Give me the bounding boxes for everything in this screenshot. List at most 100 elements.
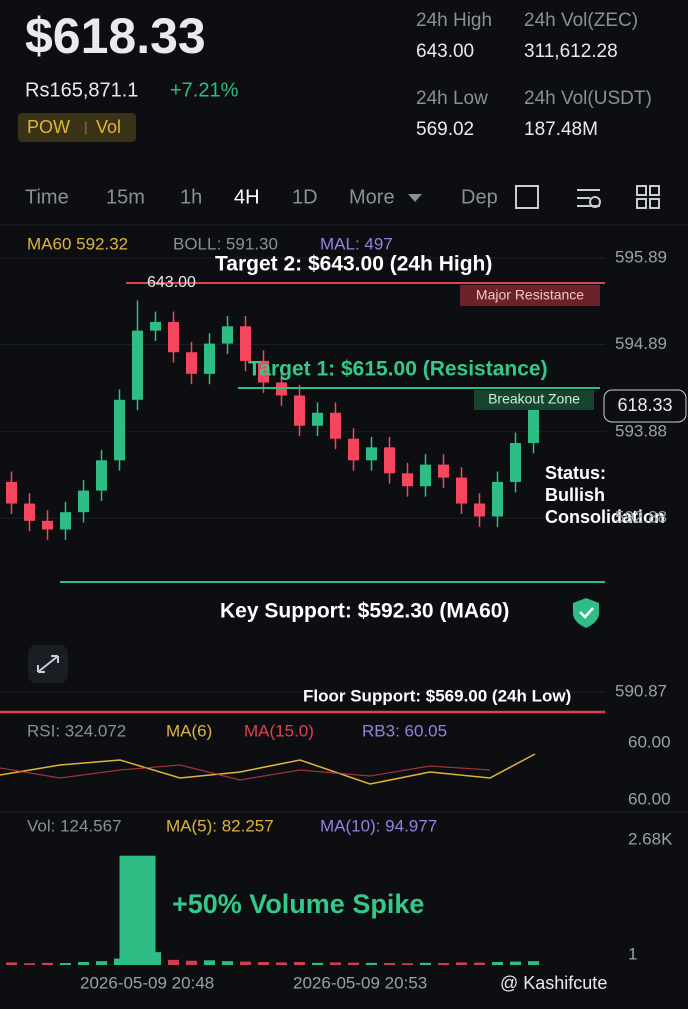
- candle-body: [294, 395, 305, 426]
- candle-body: [420, 464, 431, 487]
- volume-bar: [528, 961, 539, 965]
- time-label: 2026-05-09 20:48: [80, 973, 214, 992]
- y-tick-label: 594.89: [615, 334, 667, 353]
- rsi-axis-label: 60.00: [628, 732, 671, 751]
- volume-bar: [204, 960, 215, 965]
- vol-label: MA(5): 82.257: [166, 816, 274, 835]
- tab[interactable]: 15m: [106, 186, 145, 208]
- candle-body: [438, 464, 449, 478]
- candle-body: [312, 412, 323, 426]
- tag: Vol: [96, 117, 121, 137]
- stat-value: 311,612.28: [524, 41, 618, 62]
- indicator-label: MAL: 497: [320, 234, 393, 253]
- fiat-price: Rs165,871.1: [25, 79, 138, 101]
- price-change: +7.21%: [170, 79, 239, 101]
- annotation: Target 2: $643.00 (24h High): [215, 253, 492, 276]
- tag-chip: [18, 113, 136, 142]
- candle-body: [474, 503, 485, 517]
- volume-bar: [312, 962, 323, 965]
- candle-body: [42, 520, 53, 530]
- tab-active[interactable]: 4H: [234, 186, 260, 208]
- candle-body: [384, 447, 395, 474]
- y-tick-label: 2.68K: [628, 830, 673, 849]
- candle-body: [240, 326, 251, 361]
- tab[interactable]: Dep: [461, 186, 498, 208]
- y-tick-label: 595.89: [615, 247, 667, 266]
- annotation: Key Support: $592.30 (MA60): [220, 600, 509, 623]
- volume-bar: [60, 963, 71, 965]
- y-tick-label: 1: [628, 944, 637, 963]
- annotation: Status:: [545, 463, 606, 483]
- candle-body: [402, 473, 413, 487]
- vol-label: Vol: 124.567: [27, 816, 122, 835]
- stat-label: 24h Vol(USDT): [524, 88, 652, 109]
- volume-bar: [78, 962, 89, 965]
- rsi-label: MA(6): [166, 721, 212, 740]
- stat-label: 24h Vol(ZEC): [524, 10, 638, 31]
- icon-chart-settings[interactable]: [515, 185, 539, 209]
- volume-bar: [456, 962, 467, 965]
- volume-bar: [119, 855, 156, 965]
- volume-bar: [42, 962, 53, 965]
- candle-body: [456, 477, 467, 504]
- candle-body: [330, 412, 341, 439]
- volume-bar: [168, 959, 179, 965]
- tag-separator: |: [84, 119, 88, 135]
- candle-body: [258, 360, 269, 383]
- dropdown-caret: [408, 194, 422, 202]
- tab[interactable]: More: [349, 186, 395, 208]
- tag: POW: [27, 117, 70, 137]
- candle-body: [528, 404, 539, 444]
- candle-body: [366, 447, 377, 461]
- volume-bar: [438, 963, 449, 965]
- candle-body: [24, 503, 35, 521]
- volume-bar: [384, 963, 395, 965]
- label-box: [474, 390, 594, 410]
- volume-bar: [492, 962, 503, 965]
- volume-bar: [240, 961, 251, 965]
- volume-bar: [276, 962, 287, 965]
- tab[interactable]: 1D: [292, 186, 318, 208]
- high-marker: 643.00: [147, 274, 196, 291]
- candle-body: [186, 352, 197, 374]
- volume-bar: [258, 962, 269, 965]
- time-label: 2026-05-09 20:53: [293, 973, 427, 992]
- rsi-line-decor: [0, 764, 491, 781]
- check-mark: [579, 607, 594, 619]
- annotation: Target 1: $615.00 (Resistance): [248, 358, 548, 381]
- candle-body: [348, 438, 359, 461]
- icon-expand: [37, 655, 59, 673]
- candle-body: [60, 512, 71, 530]
- annotation: Breakout Zone: [488, 391, 580, 407]
- annotation: Major Resistance: [476, 287, 584, 303]
- stat-label: 24h High: [416, 10, 492, 31]
- candle-body: [96, 460, 107, 491]
- candle-body: [6, 481, 17, 504]
- tab[interactable]: Time: [25, 186, 69, 208]
- candle-body: [150, 321, 161, 331]
- price-tag: [603, 389, 687, 423]
- rsi-label: RB3: 60.05: [362, 721, 447, 740]
- volume-bar: [402, 963, 413, 965]
- candle-body: [492, 481, 503, 517]
- volume-bar: [294, 962, 305, 965]
- candle-body: [168, 321, 179, 353]
- volume-bar: [150, 952, 161, 965]
- volume-bar: [474, 962, 485, 965]
- y-tick-label: 592.88: [615, 508, 667, 527]
- volume-bar: [420, 962, 431, 965]
- indicator-label: BOLL: 591.30: [173, 234, 278, 253]
- volume-bar: [6, 962, 17, 965]
- volume-bar: [366, 962, 377, 965]
- indicator-label: MA60 592.32: [27, 234, 128, 253]
- volume-bar: [510, 961, 521, 965]
- icon-layout[interactable]: [636, 185, 660, 209]
- tab[interactable]: 1h: [180, 186, 202, 208]
- candle-body: [132, 330, 143, 400]
- candle-body: [204, 343, 215, 374]
- candle-body: [114, 399, 125, 461]
- volume-bar: [96, 961, 107, 965]
- check-shield: [573, 598, 599, 628]
- stat-value: 643.00: [416, 41, 474, 62]
